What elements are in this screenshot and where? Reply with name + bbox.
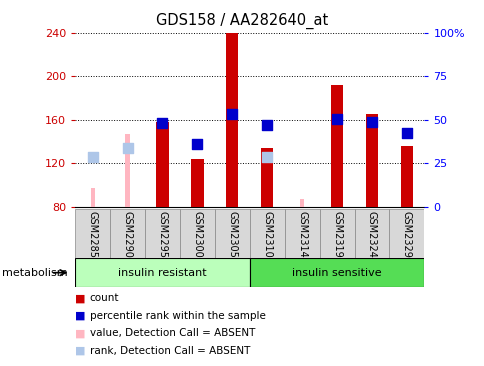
Bar: [300, 199, 303, 207]
Bar: [249, 209, 284, 258]
Point: [89, 154, 96, 160]
Text: value, Detection Call = ABSENT: value, Detection Call = ABSENT: [90, 328, 255, 339]
Bar: [365, 115, 378, 207]
Bar: [180, 209, 214, 258]
Text: ■: ■: [75, 346, 86, 356]
Point: [158, 120, 166, 126]
Bar: [110, 209, 145, 258]
Bar: [91, 188, 94, 207]
Text: ■: ■: [75, 328, 86, 339]
Text: GSM2290: GSM2290: [122, 211, 132, 258]
Text: GSM2324: GSM2324: [366, 211, 376, 258]
Text: GDS158 / AA282640_at: GDS158 / AA282640_at: [156, 13, 328, 29]
Text: percentile rank within the sample: percentile rank within the sample: [90, 311, 265, 321]
Bar: [75, 258, 249, 287]
Point: [263, 122, 271, 128]
Text: GSM2285: GSM2285: [88, 211, 97, 258]
Text: GSM2329: GSM2329: [401, 211, 411, 258]
Bar: [226, 33, 238, 207]
Point: [123, 145, 131, 151]
Point: [367, 119, 375, 125]
Bar: [260, 148, 273, 207]
Bar: [125, 134, 129, 207]
Text: GSM2305: GSM2305: [227, 211, 237, 258]
Point: [228, 112, 236, 117]
Text: insulin sensitive: insulin sensitive: [292, 268, 381, 278]
Bar: [214, 209, 249, 258]
Bar: [319, 209, 354, 258]
Text: GSM2310: GSM2310: [262, 211, 272, 258]
Text: count: count: [90, 293, 119, 303]
Text: ■: ■: [75, 311, 86, 321]
Text: metabolism: metabolism: [2, 268, 68, 278]
Text: rank, Detection Call = ABSENT: rank, Detection Call = ABSENT: [90, 346, 250, 356]
Bar: [145, 209, 180, 258]
Bar: [389, 209, 424, 258]
Point: [263, 154, 271, 160]
Point: [333, 116, 340, 122]
Bar: [156, 122, 168, 207]
Point: [193, 141, 201, 147]
Text: ■: ■: [75, 293, 86, 303]
Text: GSM2319: GSM2319: [332, 211, 341, 258]
Bar: [354, 209, 389, 258]
Bar: [400, 146, 412, 207]
Text: GSM2300: GSM2300: [192, 211, 202, 258]
Text: GSM2314: GSM2314: [297, 211, 306, 258]
Bar: [249, 258, 424, 287]
Text: insulin resistant: insulin resistant: [118, 268, 206, 278]
Bar: [284, 209, 319, 258]
Bar: [75, 209, 110, 258]
Point: [402, 130, 410, 136]
Bar: [191, 159, 203, 207]
Text: GSM2295: GSM2295: [157, 211, 167, 258]
Bar: [330, 85, 343, 207]
